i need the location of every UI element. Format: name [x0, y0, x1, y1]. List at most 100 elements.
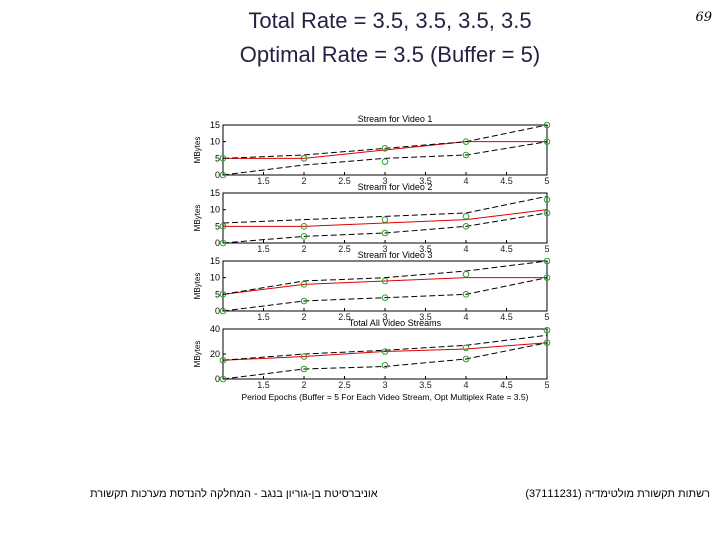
series-line [223, 141, 547, 159]
slide-title-line-2: Optimal Rate = 3.5 (Buffer = 5) [239, 42, 541, 67]
x-tick-label: 5 [544, 380, 549, 390]
y-tick-label: 20 [210, 349, 220, 359]
x-tick-label: 2.5 [338, 176, 351, 186]
series-line [222, 195, 548, 224]
x-tick-label: 2.5 [338, 312, 351, 322]
x-tick-label: 4.5 [500, 380, 513, 390]
x-tick-label: 2 [301, 312, 306, 322]
footer-course: רשתות תקשורת מולטימדיה (37111231) [525, 488, 710, 500]
chart-title: Total All Video Streams [349, 318, 442, 328]
data-point [219, 223, 227, 230]
data-point [300, 155, 308, 162]
chart-title: Stream for Video 3 [358, 250, 433, 260]
data-point [381, 229, 389, 237]
data-point [381, 348, 389, 355]
data-point [300, 353, 308, 360]
y-tick-label: 0 [215, 306, 220, 316]
data-point [219, 155, 227, 162]
y-tick-label: 15 [210, 256, 220, 266]
x-tick-label: 1.5 [257, 380, 270, 390]
series-line [222, 141, 548, 176]
data-point [381, 361, 389, 369]
data-point [300, 233, 308, 240]
chart-title: Stream for Video 1 [358, 114, 433, 124]
data-point [462, 223, 470, 230]
x-tick-label: 4.5 [500, 176, 513, 186]
data-point [462, 291, 470, 298]
data-point [381, 216, 389, 223]
data-point [462, 271, 470, 278]
data-point [300, 281, 308, 288]
series-line [222, 260, 548, 295]
data-point [219, 291, 227, 298]
x-tick-label: 3.5 [419, 312, 432, 322]
y-tick-label: 10 [210, 137, 220, 147]
y-axis-label: MBytes [193, 137, 202, 164]
data-point [543, 257, 551, 265]
series-line [222, 277, 548, 312]
data-point [543, 138, 551, 145]
data-point [462, 138, 470, 145]
data-point [381, 145, 389, 152]
x-tick-label: 2 [301, 244, 306, 254]
matlab-stacked-charts: 0 5 10 15 1.5 2 2.5 3 3.5 4 4.5 5 MBytes Stream for V… [193, 114, 551, 402]
data-point [219, 307, 227, 315]
data-point [219, 356, 227, 364]
y-tick-label: 40 [210, 324, 220, 334]
y-tick-label: 10 [210, 205, 220, 215]
data-point [462, 355, 470, 363]
x-tick-label: 2.5 [338, 244, 351, 254]
y-tick-label: 5 [215, 153, 220, 163]
x-tick-label: 3.5 [419, 176, 432, 186]
x-tick-label: 3 [382, 312, 387, 322]
chart-title: Stream for Video 2 [358, 182, 433, 192]
data-point [381, 158, 389, 165]
y-tick-label: 15 [210, 188, 220, 198]
x-tick-label: 4 [463, 176, 468, 186]
series-line [222, 212, 548, 244]
data-point [462, 151, 470, 159]
x-tick-label: 5 [544, 312, 549, 322]
series-line [222, 277, 547, 295]
data-point [543, 274, 551, 281]
x-tick-label: 3.5 [419, 244, 432, 254]
series-line [223, 209, 548, 227]
data-point [219, 239, 227, 247]
y-tick-label: 15 [210, 120, 220, 130]
y-axis-label: MBytes [193, 205, 202, 232]
data-point [462, 213, 470, 220]
data-point [300, 297, 308, 305]
x-tick-label: 1.5 [257, 312, 270, 322]
data-point [219, 171, 227, 179]
data-point [543, 326, 551, 334]
data-point [300, 365, 308, 373]
data-point [381, 277, 389, 285]
series-line [222, 342, 548, 380]
x-tick-label: 3 [382, 244, 387, 254]
x-tick-label: 3.5 [419, 380, 432, 390]
y-tick-label: 0 [215, 170, 220, 180]
x-tick-label: 4 [463, 244, 468, 254]
series-line [222, 124, 548, 159]
data-point [543, 196, 551, 203]
x-tick-label: 3 [382, 176, 387, 186]
data-point [462, 344, 470, 352]
footer-university: אוניברסיטת בן-גוריון בנגב - המחלקה להנדס… [90, 488, 378, 500]
x-tick-label: 4 [463, 312, 468, 322]
x-tick-label: 2.5 [338, 380, 351, 390]
x-tick-label: 1.5 [257, 176, 270, 186]
y-tick-label: 5 [215, 221, 220, 231]
y-tick-label: 10 [210, 273, 220, 283]
data-point [543, 339, 551, 347]
y-axis-label: MBytes [193, 341, 202, 368]
data-point [219, 375, 227, 383]
x-tick-label: 5 [544, 244, 549, 254]
x-tick-label: 5 [544, 176, 549, 186]
plot-area [222, 260, 548, 312]
y-tick-label: 5 [215, 289, 220, 299]
page-number: 69 [695, 10, 712, 25]
y-tick-label: 0 [215, 374, 220, 384]
x-tick-label: 4.5 [500, 312, 513, 322]
x-tick-label: 4 [463, 380, 468, 390]
data-point [381, 294, 389, 301]
